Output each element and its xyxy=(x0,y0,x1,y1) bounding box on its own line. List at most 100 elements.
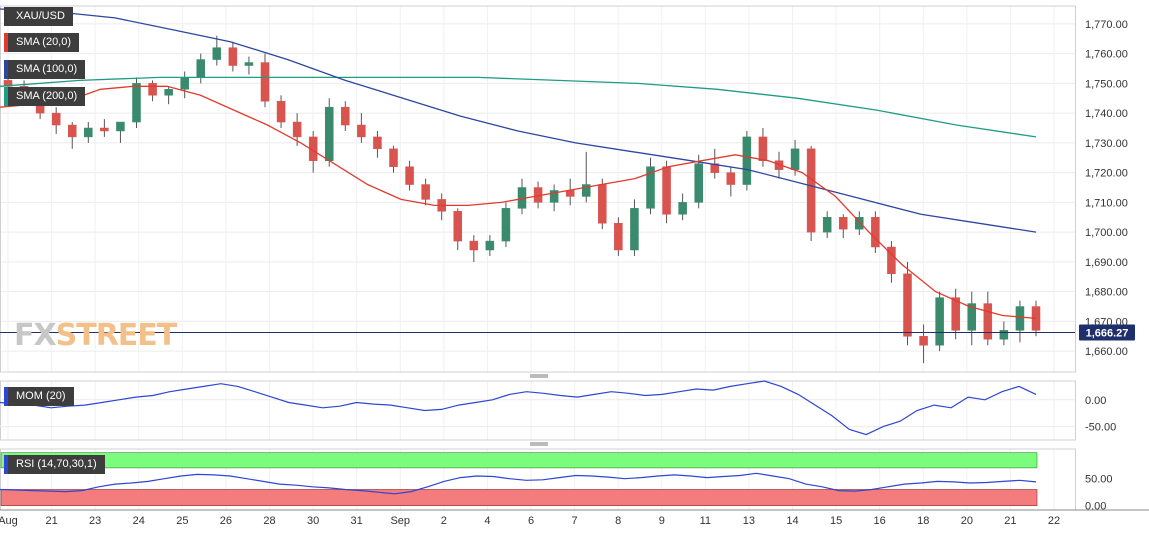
candle-body xyxy=(678,202,687,215)
x-tick-label: 23 xyxy=(89,515,101,527)
candle-body xyxy=(662,166,671,215)
candle-body xyxy=(373,136,382,150)
price-tick-label: 1,730.00 xyxy=(1085,138,1128,150)
price-tick-label: 1,720.00 xyxy=(1085,168,1128,180)
x-tick-label: 21 xyxy=(1004,515,1016,527)
x-tick-label: 22 xyxy=(1048,515,1060,527)
x-tick-label: 24 xyxy=(133,515,145,527)
last-price-label: 1,666.27 xyxy=(1086,328,1129,340)
candle-body xyxy=(871,217,880,248)
rsi-label-text: RSI (14,70,30,1) xyxy=(16,458,97,470)
candle-body xyxy=(501,208,511,242)
x-tick-label: 13 xyxy=(743,515,755,527)
rsi-label-swatch xyxy=(4,455,8,474)
candle-body xyxy=(244,62,254,66)
candle-body xyxy=(694,163,703,203)
candle-body xyxy=(726,172,736,185)
symbol-label-swatch xyxy=(4,7,8,26)
candle-body xyxy=(710,163,720,173)
panel-frame xyxy=(0,5,1076,373)
sma20-label-swatch xyxy=(4,33,8,52)
candle-body xyxy=(790,148,800,170)
mom-label-swatch xyxy=(4,387,8,406)
candle-body xyxy=(614,222,623,251)
sma20-label[interactable]: SMA (20,0) xyxy=(4,33,80,52)
x-tick-label: 8 xyxy=(615,515,621,527)
candle-body xyxy=(565,190,575,197)
candle-body xyxy=(598,184,607,224)
candle-body xyxy=(983,303,993,340)
candle-body xyxy=(630,208,639,251)
candle-body xyxy=(951,297,960,331)
price-tick-label: 1,680.00 xyxy=(1085,287,1128,299)
fxstreet-watermark: FXSTREET xyxy=(14,318,178,353)
candle-body xyxy=(469,240,479,251)
x-tick-label: 31 xyxy=(351,515,363,527)
candle-body xyxy=(838,217,848,230)
x-tick-label: Sep xyxy=(390,515,410,527)
rsi-label[interactable]: RSI (14,70,30,1) xyxy=(4,455,105,474)
last-price-tag xyxy=(1079,324,1135,341)
price-tick-label: 1,740.00 xyxy=(1085,108,1128,120)
sma200-label[interactable]: SMA (200,0) xyxy=(4,87,86,106)
mom-tick-label: 0.00 xyxy=(1085,395,1106,407)
x-tick-label: 20 xyxy=(961,515,973,527)
candle-body xyxy=(758,136,768,161)
mom-line xyxy=(0,380,1037,436)
candle-body xyxy=(132,83,141,123)
candle-body xyxy=(453,211,463,242)
watermark-fx: FX xyxy=(14,318,57,353)
candle-body xyxy=(164,89,173,96)
candle-body xyxy=(276,100,286,123)
x-tick-label: 26 xyxy=(220,515,232,527)
rsi-oversold-zone xyxy=(0,489,1038,506)
price-tick-label: 1,760.00 xyxy=(1085,49,1128,61)
mom-label[interactable]: MOM (20) xyxy=(4,387,74,406)
candle-body xyxy=(228,47,238,66)
price-tick-label: 1,690.00 xyxy=(1085,257,1128,269)
candle-body xyxy=(903,273,912,337)
sma200-label-swatch xyxy=(4,87,8,106)
candle-body xyxy=(822,217,832,233)
candle-body xyxy=(357,124,366,138)
rsi-tick-label: 50.00 xyxy=(1085,474,1113,486)
sma200-label-text: SMA (200,0) xyxy=(16,90,78,102)
sma100-label-swatch xyxy=(4,60,8,79)
x-tick-label: 14 xyxy=(786,515,798,527)
candle-body xyxy=(646,166,655,209)
candle-body xyxy=(485,240,495,251)
watermark-street: STREET xyxy=(55,318,178,353)
x-tick-label: 6 xyxy=(528,515,534,527)
symbol-label[interactable]: XAU/USD xyxy=(4,7,73,26)
rsi-tick-label: 0.00 xyxy=(1085,501,1106,513)
x-tick-label: 11 xyxy=(700,515,711,527)
candle-body xyxy=(967,303,977,331)
x-tick-label: 25 xyxy=(176,515,188,527)
candle-body xyxy=(549,190,559,203)
candle-body xyxy=(341,106,350,126)
candle-body xyxy=(742,136,752,185)
mom-label-text: MOM (20) xyxy=(16,390,66,402)
x-tick-label: 21 xyxy=(45,515,57,527)
candle-body xyxy=(919,336,928,346)
rsi-line xyxy=(0,472,1037,495)
sma200-line xyxy=(0,76,1037,138)
candle-body xyxy=(806,148,816,233)
x-tick-label: 9 xyxy=(659,515,665,527)
x-tick-label: 4 xyxy=(484,515,490,527)
sma100-label[interactable]: SMA (100,0) xyxy=(4,60,86,79)
x-tick-label: 15 xyxy=(830,515,842,527)
candle-body xyxy=(887,246,896,275)
mom-tick-label: -50.00 xyxy=(1085,422,1116,434)
candle-body xyxy=(148,83,157,96)
sma100-line xyxy=(0,8,1037,233)
x-tick-label: 7 xyxy=(572,515,578,527)
candle-body xyxy=(292,121,302,138)
candle-body xyxy=(116,121,125,132)
panel-frame xyxy=(0,380,1076,441)
rsi-overbought-zone xyxy=(0,452,1038,469)
x-tick-label: 2 xyxy=(441,515,447,527)
price-tick-label: 1,710.00 xyxy=(1085,197,1128,209)
candle-body xyxy=(84,127,93,138)
x-tick-label: 30 xyxy=(307,515,319,527)
